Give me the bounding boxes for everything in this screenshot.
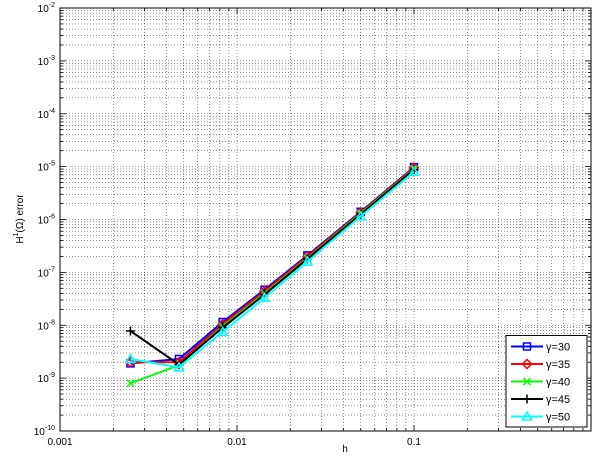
legend-label: γ=45 — [546, 394, 570, 406]
series-5 — [124, 165, 420, 372]
x-tick-labels: 0.001 0.01 0.1 — [47, 437, 421, 448]
y-tick-label: 10-8 — [38, 319, 55, 332]
y-tick-label: 10-9 — [38, 372, 55, 385]
x-tick-label: 0.1 — [407, 437, 421, 448]
plot-background — [60, 8, 591, 431]
x-marker — [126, 379, 135, 388]
legend-label: γ=30 — [546, 342, 570, 354]
x-tick-label: 0.001 — [47, 437, 72, 448]
legend-entry: γ=45 — [511, 394, 570, 406]
y-tick-label: 10-6 — [38, 214, 55, 227]
x-axis-title: h — [342, 444, 348, 455]
y-tick-label: 10-5 — [38, 161, 55, 174]
y-tick-label: 10-2 — [38, 2, 55, 15]
triangle-marker — [354, 210, 367, 221]
legend-entry: γ=50 — [511, 410, 570, 424]
triangle-marker — [408, 165, 420, 176]
plot-frame — [59, 7, 592, 432]
triangle-marker — [258, 291, 271, 303]
plus-marker — [125, 326, 135, 336]
y-axis-title-main: H — [15, 236, 26, 243]
triangle-marker — [521, 410, 533, 421]
triangle-marker — [173, 361, 185, 372]
y-axis-title-sup: 1 — [13, 232, 20, 236]
plus-marker — [522, 394, 532, 404]
y-tick-label: 10-4 — [38, 108, 55, 121]
legend-entry: γ=30 — [511, 342, 570, 354]
legend-label: γ=40 — [546, 377, 570, 389]
y-tick-label: 10-7 — [38, 266, 55, 279]
legend: γ=30 γ=35 γ=40 γ=45 γ=50 — [505, 335, 588, 428]
series-layer — [124, 162, 420, 388]
y-axis-title: H1(Ω) error — [13, 194, 26, 244]
legend-label: γ=35 — [546, 359, 570, 371]
triangle-marker — [124, 352, 137, 364]
y-tick-label: 10-3 — [38, 55, 55, 68]
legend-entry: γ=35 — [511, 358, 570, 371]
y-tick-label: 10-10 — [34, 425, 55, 438]
triangle-marker — [301, 255, 314, 266]
x-tick-label: 0.01 — [227, 437, 247, 448]
square-marker — [522, 342, 532, 351]
legend-entry: γ=40 — [511, 377, 570, 389]
y-tick-labels: 10-10 10-9 10-8 10-7 10-6 10-5 10-4 10-3 10-2 — [34, 2, 55, 438]
triangle-marker — [216, 325, 229, 337]
y-axis-title-rest: (Ω) error — [15, 194, 26, 233]
series-line — [130, 170, 415, 369]
diamond-marker — [521, 358, 533, 370]
x-marker — [522, 377, 532, 386]
legend-label: γ=50 — [546, 412, 570, 424]
